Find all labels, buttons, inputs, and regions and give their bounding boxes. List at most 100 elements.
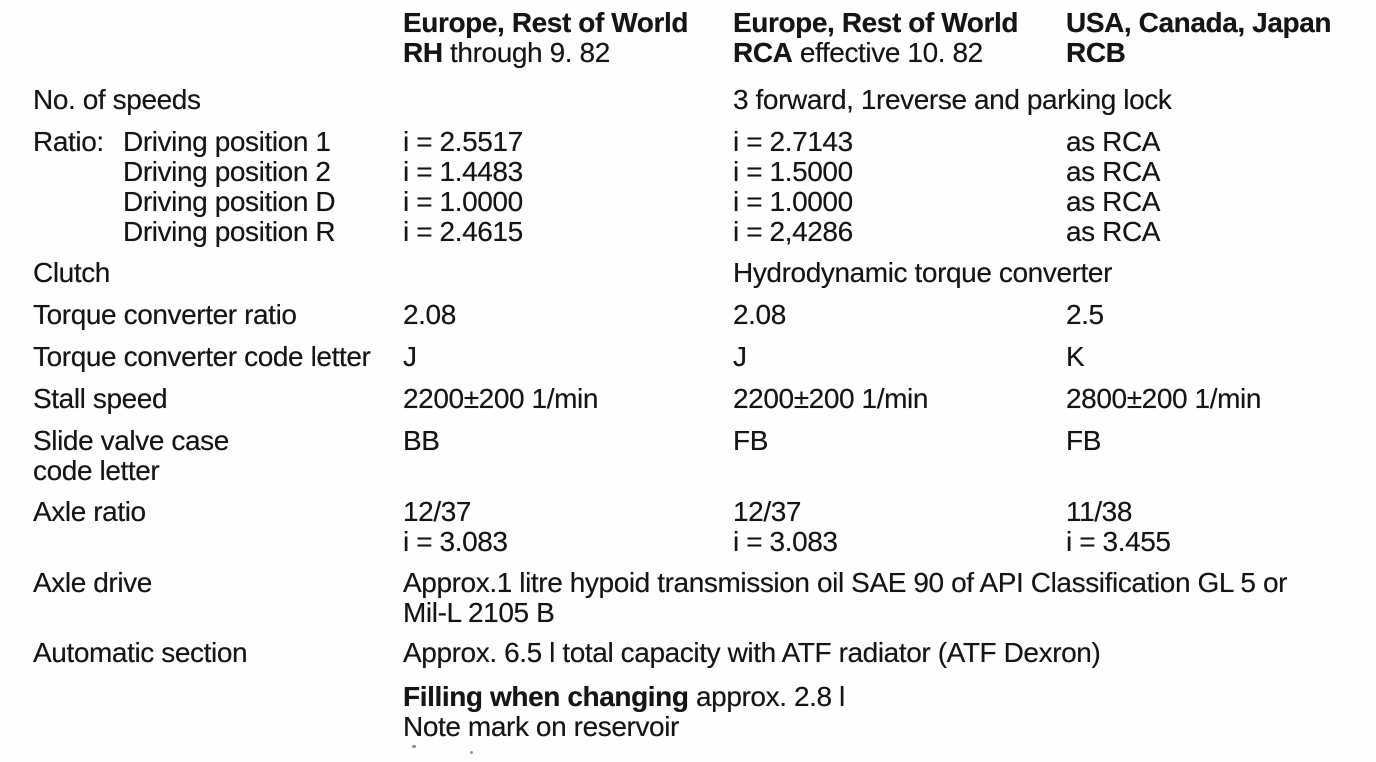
column-code-line: RCB: [1066, 38, 1376, 68]
ratio-rh-value: i = 2.5517: [403, 126, 523, 157]
row-axle-drive: Axle drive Approx.1 litre hypoid transmi…: [33, 568, 1376, 628]
row-torque-converter-code-letter: Torque converter code letter J J K: [33, 342, 1376, 372]
ratio-rcb-value: as RCA: [1066, 186, 1161, 217]
axle-ratio-rh-i: i = 3.083: [403, 526, 508, 557]
torque-ratio-rcb: 2.5: [1066, 299, 1104, 330]
row-label: Automatic section: [33, 637, 248, 668]
axle-ratio-rh: 12/37 i = 3.083: [403, 497, 733, 557]
torque-ratio-rh: 2.08: [403, 299, 456, 330]
ratio-rca-value: i = 1.0000: [733, 186, 853, 217]
axle-ratio-rcb-i: i = 3.455: [1066, 526, 1171, 557]
row-filling-note: Filling when changing approx. 2.8 l Note…: [33, 682, 1376, 742]
reservoir-note: Note mark on reservoir: [403, 711, 679, 742]
position-label: Driving position 1: [123, 126, 331, 157]
axle-drive-value: Approx.1 litre hypoid transmission oil S…: [403, 568, 1376, 628]
column-header-rh: Europe, Rest of World RH through 9. 82: [403, 8, 733, 68]
row-label-line1: Slide valve case: [33, 425, 229, 456]
ratio-rca-value: i = 2.7143: [733, 126, 853, 157]
column-region-label: Europe, Rest of World: [733, 7, 1019, 38]
column-code: RCB: [1066, 37, 1126, 68]
column-detail: through 9. 82: [450, 37, 610, 68]
row-label: Axle drive: [33, 567, 152, 598]
row-label: Clutch: [33, 257, 110, 288]
torque-code-rh: J: [403, 341, 417, 372]
automatic-section-value: Approx. 6.5 l total capacity with ATF ra…: [403, 637, 1101, 668]
axle-ratio-rca-teeth: 12/37: [733, 496, 802, 527]
axle-ratio-rca: 12/37 i = 3.083: [733, 497, 1066, 557]
ratio-row-4: Driving position R i = 2.4615 i = 2,4286…: [33, 217, 1376, 247]
slide-valve-rca: FB: [733, 425, 768, 456]
row-label: No. of speeds: [33, 84, 201, 115]
row-slide-valve-case-code-letter: Slide valve case code letter BB FB FB: [33, 426, 1376, 486]
row-axle-ratio: Axle ratio 12/37 i = 3.083 12/37 i = 3.0…: [33, 497, 1376, 557]
ratio-rh-value: i = 1.0000: [403, 186, 523, 217]
ratio-rh-value: i = 1.4483: [403, 156, 523, 187]
speeds-value: 3 forward, 1reverse and parking lock: [733, 84, 1172, 115]
ratio-block: Ratio: Driving position 1 i = 2.5517 i = …: [33, 127, 1376, 247]
column-code: RH: [403, 37, 443, 68]
scan-artifact-dot: [470, 751, 473, 754]
cell-spacer: [403, 85, 733, 115]
header-spacer: [33, 8, 403, 68]
ratio-prefix-label: Ratio:: [33, 126, 104, 157]
position-label: Driving position D: [123, 186, 336, 217]
filling-bold-label: Filling when changing: [403, 681, 689, 712]
ratio-row-2: Driving position 2 i = 1.4483 i = 1.5000…: [33, 157, 1376, 187]
torque-code-rca: J: [733, 341, 747, 372]
cell-spacer: [403, 258, 733, 288]
table-header-row: Europe, Rest of World RH through 9. 82 E…: [33, 8, 1376, 68]
ratio-rh-value: i = 2.4615: [403, 216, 523, 247]
row-label: Driving position D: [33, 187, 403, 217]
column-code-line: RH through 9. 82: [403, 38, 733, 68]
stall-speed-rcb: 2800±200 1/min: [1066, 383, 1262, 414]
filling-line: Filling when changing approx. 2.8 l: [403, 682, 1376, 712]
ratio-rcb-value: as RCA: [1066, 156, 1161, 187]
axle-drive-value-line1: Approx.1 litre hypoid transmission oil S…: [403, 567, 1288, 598]
torque-ratio-rca: 2.08: [733, 299, 786, 330]
column-code: RCA: [733, 37, 793, 68]
filling-note: Filling when changing approx. 2.8 l Note…: [403, 682, 1376, 742]
axle-ratio-rca-i: i = 3.083: [733, 526, 838, 557]
axle-ratio-rcb: 11/38 i = 3.455: [1066, 497, 1376, 557]
row-no-of-speeds: No. of speeds 3 forward, 1reverse and pa…: [33, 85, 1376, 115]
clutch-value: Hydrodynamic torque converter: [733, 257, 1113, 288]
row-stall-speed: Stall speed 2200±200 1/min 2200±200 1/mi…: [33, 384, 1376, 414]
row-label: Ratio: Driving position 1: [33, 127, 403, 157]
column-header-rcb: USA, Canada, Japan RCB: [1066, 8, 1376, 68]
slide-valve-rh: BB: [403, 425, 440, 456]
slide-valve-rcb: FB: [1066, 425, 1101, 456]
stall-speed-rca: 2200±200 1/min: [733, 383, 929, 414]
torque-code-rcb: K: [1066, 341, 1085, 372]
ratio-row-1: Ratio: Driving position 1 i = 2.5517 i = …: [33, 127, 1376, 157]
scan-artifact-dot: [412, 745, 416, 748]
ratio-rca-value: i = 1.5000: [733, 156, 853, 187]
column-region-label: USA, Canada, Japan: [1066, 7, 1332, 38]
filling-amount: approx. 2.8 l: [695, 681, 845, 712]
position-label: Driving position 2: [123, 156, 331, 187]
axle-ratio-rcb-teeth: 11/38: [1066, 496, 1132, 527]
ratio-row-3: Driving position D i = 1.0000 i = 1.0000…: [33, 187, 1376, 217]
row-label: Slide valve case code letter: [33, 426, 403, 486]
row-automatic-section: Automatic section Approx. 6.5 l total ca…: [33, 638, 1376, 668]
row-label: Driving position 2: [33, 157, 403, 187]
column-header-rca: Europe, Rest of World RCA effective 10. …: [733, 8, 1066, 68]
axle-drive-value-line2: Mil-L 2105 B: [403, 597, 555, 628]
row-label: Axle ratio: [33, 496, 146, 527]
axle-ratio-rh-teeth: 12/37: [403, 496, 472, 527]
row-label: Torque converter code letter: [33, 341, 371, 372]
row-label: Stall speed: [33, 383, 168, 414]
row-clutch: Clutch Hydrodynamic torque converter: [33, 258, 1376, 288]
position-label: Driving position R: [123, 216, 336, 247]
row-label-line2: code letter: [33, 455, 160, 486]
ratio-rcb-value: as RCA: [1066, 216, 1161, 247]
ratio-rca-value: i = 2,4286: [733, 216, 853, 247]
row-torque-converter-ratio: Torque converter ratio 2.08 2.08 2.5: [33, 300, 1376, 330]
column-code-line: RCA effective 10. 82: [733, 38, 1066, 68]
stall-speed-rh: 2200±200 1/min: [403, 383, 599, 414]
row-label: Driving position R: [33, 217, 403, 247]
column-detail: effective 10. 82: [799, 37, 983, 68]
row-label: Torque converter ratio: [33, 299, 297, 330]
ratio-rcb-value: as RCA: [1066, 126, 1161, 157]
column-region-label: Europe, Rest of World: [403, 7, 689, 38]
